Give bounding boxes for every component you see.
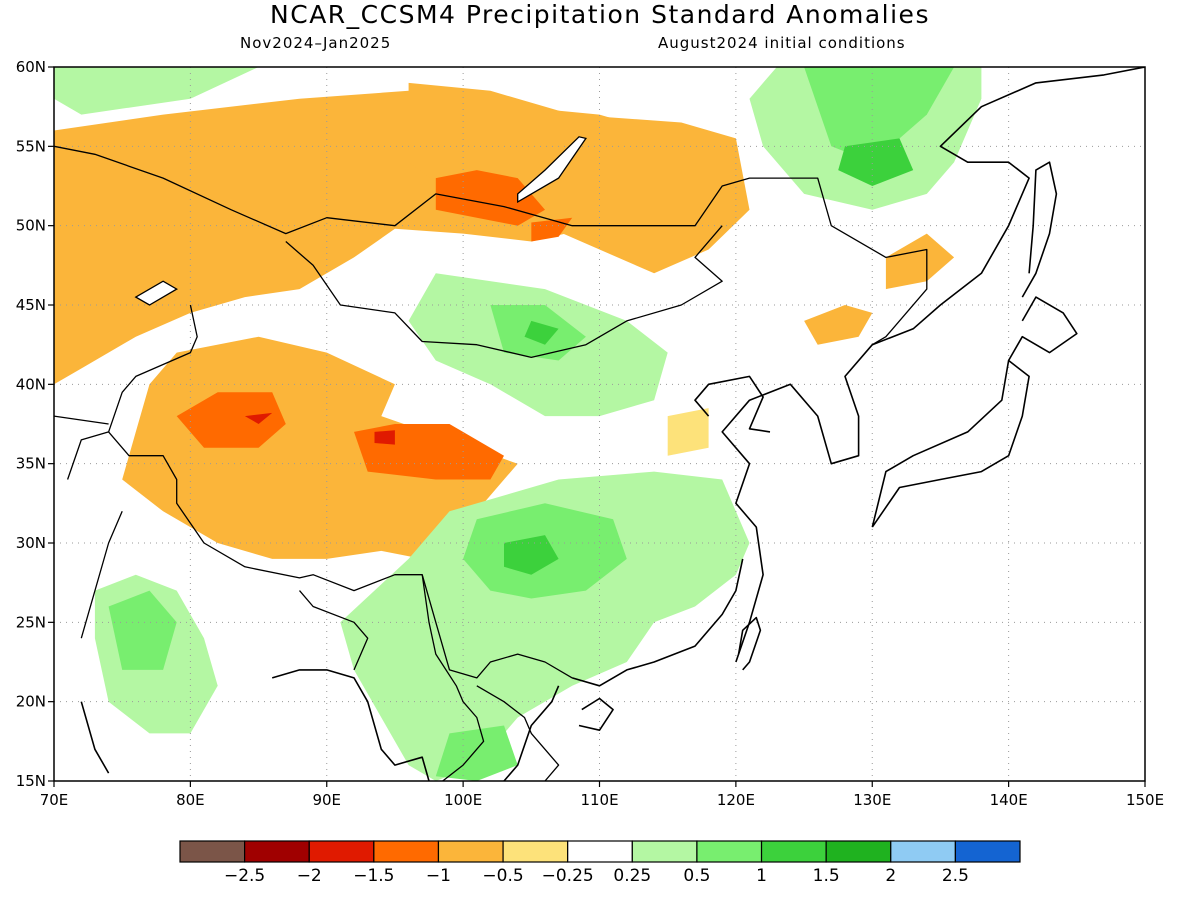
colorbar-label: −2.5 <box>224 866 265 886</box>
colorbar-label: 2.5 <box>942 866 969 886</box>
coastline <box>503 685 560 781</box>
y-tick-label: 25N <box>16 613 46 631</box>
coastline <box>271 669 430 781</box>
country-border <box>421 574 485 781</box>
anomaly-region-24 <box>435 725 518 781</box>
forecast-period: Nov2024–Jan2025 <box>240 34 392 52</box>
anomaly-region-0 <box>54 67 259 115</box>
colorbar-label: −0.25 <box>542 866 594 886</box>
y-tick-label: 50N <box>16 217 46 235</box>
colorbar-swatch <box>760 840 827 863</box>
coastline <box>737 616 762 671</box>
colorbar-label: −0.5 <box>482 866 523 886</box>
lake <box>517 136 587 204</box>
y-tick-label: 15N <box>16 772 46 790</box>
x-tick-label: 70E <box>40 791 69 809</box>
country-border <box>80 511 123 639</box>
colorbar-swatch <box>890 840 956 863</box>
anomaly-region-17 <box>804 67 955 163</box>
coastline <box>871 359 1030 528</box>
x-tick-label: 110E <box>580 791 618 809</box>
coastline <box>571 558 744 687</box>
colorbar-swatch <box>567 840 633 863</box>
colorbar-label: 1 <box>756 866 767 886</box>
anomaly-region-21 <box>504 535 559 575</box>
anomaly-region-23 <box>108 590 177 670</box>
colorbar-swatch <box>437 840 504 863</box>
anomaly-region-11 <box>885 233 955 290</box>
anomaly-region-15 <box>524 320 559 345</box>
anomaly-region-18 <box>838 138 914 186</box>
coastline <box>694 375 771 433</box>
country-border <box>285 225 723 359</box>
country-border <box>476 685 560 781</box>
y-tick-label: 35N <box>16 455 46 473</box>
colorbar-swatch <box>308 840 375 863</box>
coastline <box>1007 296 1078 361</box>
colorbar-label: −1 <box>426 866 451 886</box>
anomaly-region-12 <box>667 408 709 456</box>
y-tick-label: 45N <box>16 296 46 314</box>
anomaly-region-4 <box>531 217 573 242</box>
map-title: NCAR_CCSM4 Precipitation Standard Anomal… <box>270 0 930 29</box>
anomaly-region-6 <box>176 392 286 448</box>
anomaly-region-10 <box>804 305 873 345</box>
colorbar-swatch <box>373 840 440 863</box>
country-border <box>54 145 928 346</box>
y-tick-label: 55N <box>16 137 46 155</box>
colorbar-swatch <box>631 840 698 863</box>
colorbar-swatch <box>179 840 246 863</box>
coastline <box>80 701 110 774</box>
x-tick-label: 130E <box>853 791 891 809</box>
x-tick-label: 150E <box>1126 791 1164 809</box>
colorbar: −2.5 −2 −1.5 −1 −0.5 −0.25 0.25 0.5 1 1.5 2 2.5 <box>179 840 1021 886</box>
anomaly-regions <box>54 67 982 781</box>
lat-lon-grid <box>54 67 1145 781</box>
x-tick-label: 120E <box>717 791 755 809</box>
colorbar-swatch <box>825 840 892 863</box>
coastline <box>721 67 1145 663</box>
colorbar-swatch <box>696 840 763 863</box>
x-tick-label: 100E <box>444 791 482 809</box>
colorbar-label: 0.25 <box>613 866 651 886</box>
y-tick-label: 40N <box>16 375 46 393</box>
x-tick-label: 90E <box>312 791 341 809</box>
initial-conditions: August2024 initial conditions <box>658 34 906 52</box>
anomaly-region-19 <box>340 471 750 781</box>
colorbar-swatch <box>244 840 310 863</box>
axis-ticks: 70E 80E 90E 100E 110E 120E 130E 140E 150E 15N 20N 2… <box>16 58 1164 809</box>
colorbar-label: −2 <box>297 866 322 886</box>
colorbar-label: 0.5 <box>683 866 710 886</box>
x-tick-label: 80E <box>176 791 205 809</box>
colorbar-swatch <box>954 840 1021 863</box>
coastline <box>1021 161 1058 298</box>
x-tick-label: 140E <box>990 791 1028 809</box>
colorbar-label: 2 <box>885 866 896 886</box>
coastlines-borders <box>54 67 1145 781</box>
anomaly-region-9 <box>374 430 395 445</box>
country-border <box>54 415 109 425</box>
anomaly-region-8 <box>244 412 273 424</box>
y-tick-label: 30N <box>16 534 46 552</box>
lake <box>134 280 178 306</box>
colorbar-swatch <box>502 840 569 863</box>
coastline <box>578 697 614 732</box>
country-border <box>299 590 369 671</box>
colorbar-label: −1.5 <box>353 866 394 886</box>
anomaly-region-5 <box>122 336 518 559</box>
y-tick-label: 20N <box>16 693 46 711</box>
y-tick-label: 60N <box>16 58 46 76</box>
country-border <box>108 431 573 679</box>
colorbar-label: 1.5 <box>813 866 840 886</box>
country-border <box>66 304 198 480</box>
